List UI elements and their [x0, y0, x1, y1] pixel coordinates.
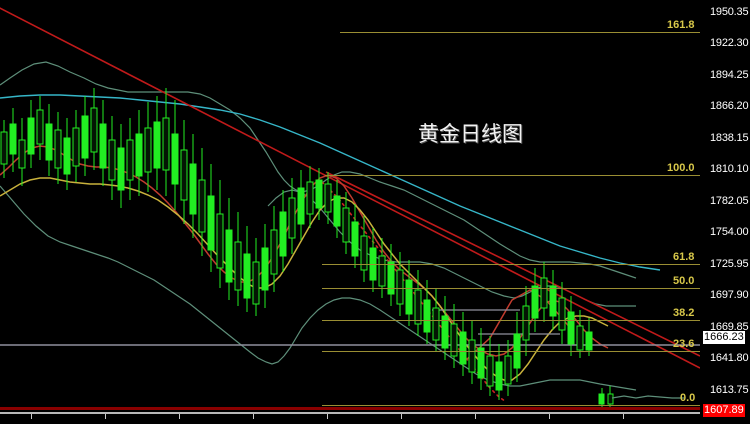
price-label: 1641.80 — [710, 352, 749, 364]
x-axis-tick — [105, 414, 106, 419]
fib-label-23-6: 23.6 — [673, 338, 695, 350]
fib-line-0-0 — [322, 405, 700, 406]
price-label: 1922.30 — [710, 37, 749, 49]
price-label: 1950.35 — [710, 6, 749, 18]
x-axis-line — [0, 412, 700, 414]
fib-line-100-0 — [325, 175, 700, 176]
fib-line-50-0 — [322, 288, 700, 289]
candle-group-trough — [441, 262, 548, 400]
trendline-primary — [0, 7, 700, 369]
candlestick-series — [0, 88, 614, 410]
fib-line-23-6 — [322, 351, 700, 352]
fib-label-61-8: 61.8 — [673, 251, 695, 263]
x-axis-tick — [401, 414, 402, 419]
price-label: 1866.20 — [710, 100, 749, 112]
candle-group-right — [549, 270, 593, 358]
price-label: 1754.00 — [710, 226, 749, 238]
price-label: 1669.85 — [710, 321, 749, 333]
price-label: 1725.95 — [710, 258, 749, 270]
bollinger-upper-band — [0, 61, 637, 279]
cursor-price-tag: 1666.23 — [703, 331, 745, 344]
bollinger-lower-band — [0, 185, 637, 391]
x-axis-tick — [623, 414, 624, 419]
bottom-red-band — [0, 407, 750, 410]
x-axis-tick — [253, 414, 254, 419]
price-label: 1613.75 — [710, 384, 749, 396]
fib-line-161-8 — [340, 32, 700, 33]
price-label: 1810.10 — [710, 163, 749, 175]
x-axis-tick — [327, 414, 328, 419]
fib-label-161-8: 161.8 — [667, 19, 695, 31]
candle-group-tail — [598, 386, 614, 410]
candle-group-mid — [261, 166, 440, 352]
x-axis-tick — [179, 414, 180, 419]
chart-canvas — [0, 7, 700, 410]
fib-line-61-8 — [322, 264, 700, 265]
candle-group-left — [0, 88, 260, 316]
fib-label-0-0: 0.0 — [680, 392, 696, 404]
chart-plot-area[interactable]: 黄金日线图 — [0, 0, 700, 424]
price-label: 1697.90 — [710, 289, 749, 301]
price-label: 1838.15 — [710, 132, 749, 144]
x-axis-tick — [31, 414, 32, 419]
ma-cyan-line — [0, 94, 661, 271]
x-axis-tick — [475, 414, 476, 419]
price-label: 1782.05 — [710, 195, 749, 207]
fib-line-38-2 — [322, 320, 700, 321]
chart-title: 黄金日线图 — [418, 122, 523, 146]
fib-label-50-0: 50.0 — [673, 275, 695, 287]
fib-label-38-2: 38.2 — [673, 307, 695, 319]
price-axis[interactable] — [700, 0, 750, 424]
fib-label-100-0: 100.0 — [667, 162, 695, 174]
x-axis-tick — [549, 414, 550, 419]
price-label: 1894.25 — [710, 69, 749, 81]
last-price-tag: 1607.89 — [703, 404, 745, 417]
bottom-flat-line — [611, 395, 684, 399]
